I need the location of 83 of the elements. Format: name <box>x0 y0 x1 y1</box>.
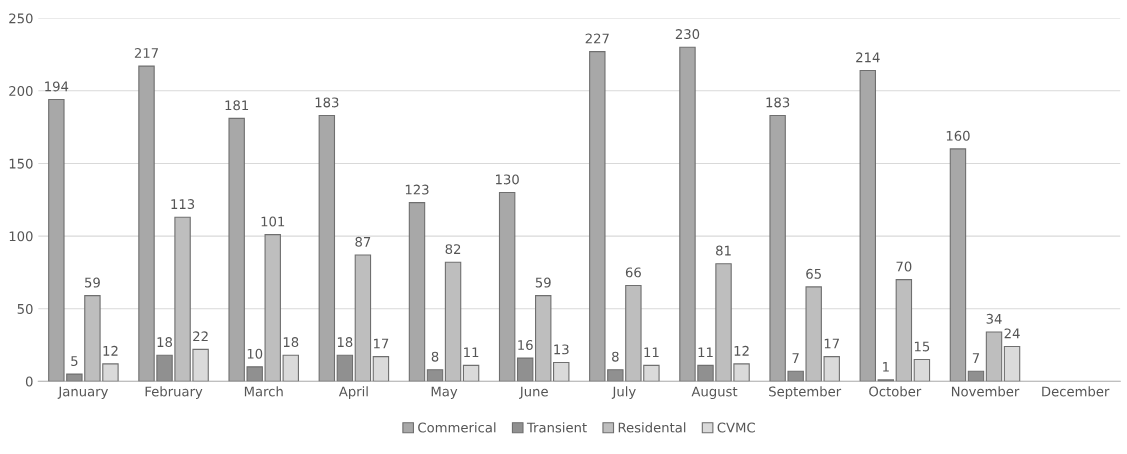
data-label: 12 <box>103 345 118 356</box>
data-label: 1 <box>883 361 889 372</box>
data-label: 11 <box>464 347 479 358</box>
data-label: 194 <box>45 81 69 92</box>
x-tick-label: October <box>869 386 922 397</box>
data-label: 17 <box>373 338 389 349</box>
bar <box>354 254 372 382</box>
bar <box>985 331 1003 382</box>
x-tick-label: December <box>1042 386 1110 397</box>
y-tick-label: 250 <box>9 13 33 24</box>
data-label: 82 <box>445 244 461 255</box>
data-label: 101 <box>261 216 285 227</box>
bar <box>408 202 426 382</box>
bar <box>895 279 913 382</box>
data-label: 59 <box>535 277 551 288</box>
data-label: 18 <box>337 337 353 348</box>
data-label: 183 <box>766 97 790 108</box>
data-label: 17 <box>824 338 839 349</box>
data-label: 5 <box>71 356 78 366</box>
x-tick-label: March <box>244 386 283 397</box>
data-label: 22 <box>193 331 208 342</box>
data-label: 181 <box>225 100 249 111</box>
x-tick-label: July <box>611 386 636 399</box>
bar <box>462 364 480 382</box>
x-tick-label: April <box>338 386 368 399</box>
legend-label: Residental <box>618 422 686 433</box>
x-tick-label: August <box>691 386 738 399</box>
bar <box>913 359 931 382</box>
data-label: 7 <box>972 353 980 363</box>
data-label: 7 <box>792 353 799 363</box>
bar <box>498 191 516 382</box>
data-label: 15 <box>914 341 930 352</box>
data-label: 18 <box>283 337 299 348</box>
x-tick-label: November <box>951 386 1020 397</box>
data-label: 214 <box>856 52 880 63</box>
data-label: 160 <box>946 130 970 141</box>
data-label: 65 <box>806 268 821 279</box>
x-tick-label: February <box>145 386 203 399</box>
x-tick-label: June <box>519 386 548 399</box>
x-tick-label: September <box>769 386 842 399</box>
x-tick-label: May <box>431 386 458 399</box>
data-label: 16 <box>518 340 533 350</box>
data-label: 227 <box>585 33 609 44</box>
data-label: 8 <box>431 351 439 362</box>
bar <box>336 354 354 382</box>
bar <box>967 370 985 382</box>
y-tick-label: 200 <box>9 86 33 96</box>
y-tick-label: 50 <box>17 303 33 314</box>
data-label: 11 <box>698 347 713 358</box>
data-label: 34 <box>986 313 1002 324</box>
data-label: 70 <box>896 261 912 272</box>
data-label: 11 <box>644 347 659 358</box>
data-label: 113 <box>171 199 195 210</box>
y-tick-label: 0 <box>25 376 33 387</box>
data-label: 18 <box>157 337 173 348</box>
legend-label: Commerical <box>418 422 496 433</box>
bar <box>318 114 336 382</box>
bar <box>426 369 444 382</box>
data-label: 24 <box>1004 328 1020 339</box>
data-label: 123 <box>405 184 429 195</box>
data-label: 130 <box>496 174 519 185</box>
legend-label: Transient <box>526 422 587 433</box>
x-tick-label: January <box>57 386 109 399</box>
data-label: 13 <box>554 344 569 355</box>
data-label: 10 <box>247 348 263 359</box>
bar <box>444 261 462 382</box>
data-label: 66 <box>625 267 641 278</box>
data-label: 87 <box>355 236 371 247</box>
data-label: 230 <box>675 29 700 40</box>
bar <box>859 69 877 382</box>
data-label: 8 <box>612 351 619 362</box>
legend-label: CVMC <box>717 422 755 433</box>
data-label: 12 <box>734 345 749 356</box>
y-tick-label: 100 <box>9 231 33 242</box>
y-tick-label: 150 <box>9 158 33 169</box>
data-label: 59 <box>85 277 100 288</box>
data-label: 81 <box>716 245 731 256</box>
bar <box>372 356 390 382</box>
data-label: 183 <box>315 97 339 108</box>
bar <box>949 148 967 382</box>
bar <box>516 357 534 382</box>
data-label: 217 <box>134 48 158 58</box>
bar <box>1003 345 1021 382</box>
